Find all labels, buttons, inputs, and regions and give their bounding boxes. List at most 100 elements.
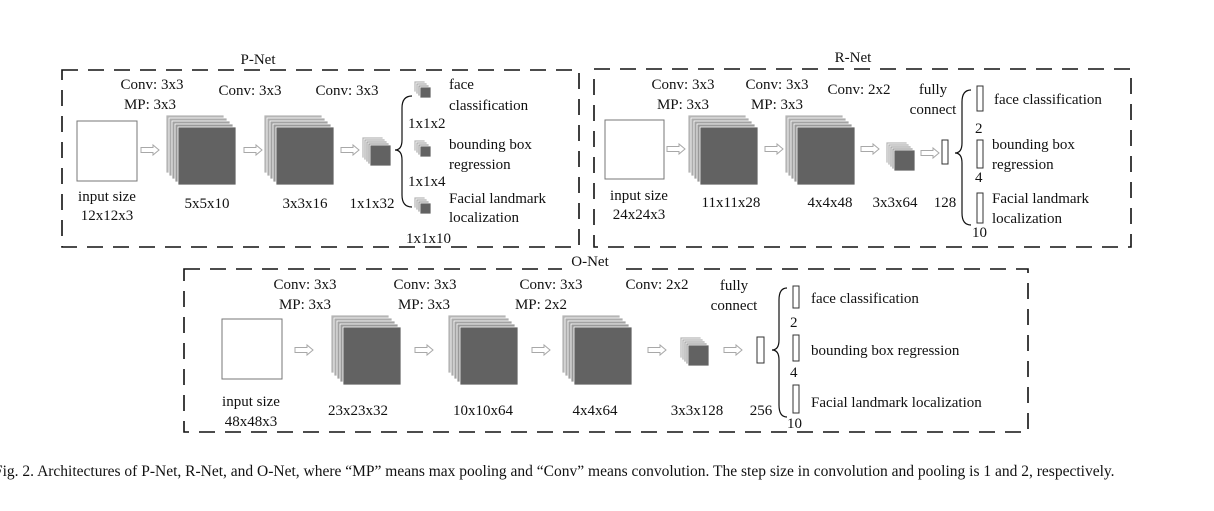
pnet-title: P-Net	[241, 52, 277, 68]
rnet-arrow-3	[860, 142, 880, 156]
onet-face-vector	[792, 285, 800, 309]
flow-arrow-shape	[340, 143, 360, 157]
pnet-face-map	[413, 80, 432, 99]
rnet-arrow-4	[920, 146, 940, 160]
rnet-input-label: input size	[610, 188, 668, 204]
rnet-face-label: face classification	[994, 92, 1102, 108]
rnet-fc-label-2: connect	[910, 102, 957, 118]
rnet-fc-dim: 128	[934, 195, 957, 211]
onet-arrow-2	[414, 343, 434, 357]
onet-bbox-dim: 4	[790, 365, 798, 381]
flow-arrow-shape	[140, 143, 160, 157]
rnet-stage2-out: 4x4x48	[808, 195, 853, 211]
rnet-panel: R-Net input size 24x24x3 Conv: 3x3 MP: 3…	[593, 48, 1132, 248]
flow-arrow-shape	[294, 343, 314, 357]
onet-title: O-Net	[571, 254, 609, 270]
rnet-bbox-vector	[976, 139, 984, 169]
onet-feature-map-3	[561, 314, 633, 386]
rnet-landmark-label-2: localization	[992, 211, 1062, 227]
onet-stage2-op1: Conv: 3x3	[394, 277, 457, 293]
feature-map-layer	[419, 202, 432, 215]
pnet-stage1-out: 5x5x10	[185, 196, 230, 212]
rnet-feature-map-3	[885, 141, 916, 172]
feature-map-layer	[687, 344, 710, 367]
rnet-dashed-border	[593, 68, 1132, 248]
onet-fc-vector	[756, 336, 765, 364]
rnet-face-vector	[976, 85, 984, 112]
pnet-bbox-dim: 1x1x4	[408, 174, 446, 190]
pnet-landmark-dim: 1x1x10	[406, 231, 451, 247]
feature-map-layer	[177, 126, 237, 186]
pnet-stage2-out: 3x3x16	[283, 196, 329, 212]
pnet-landmark-label-1: Facial landmark	[449, 191, 547, 207]
rnet-landmark-vector	[976, 192, 984, 224]
feature-map-layer	[459, 326, 519, 386]
rnet-face-dim: 2	[975, 121, 983, 137]
onet-feature-map-2	[447, 314, 519, 386]
rnet-bbox-label-1: bounding box	[992, 137, 1075, 153]
pnet-face-dim: 1x1x2	[408, 116, 446, 132]
feature-map-layer	[419, 145, 432, 158]
onet-panel: O-Net input size 48x48x3 Conv: 3x3 MP: 3…	[183, 251, 1029, 433]
feature-map-layer	[573, 326, 633, 386]
flow-arrow-shape	[531, 343, 551, 357]
pnet-arrow-1	[140, 143, 160, 157]
onet-bbox-label: bounding box regression	[811, 343, 960, 359]
pnet-stage1-op1: Conv: 3x3	[121, 77, 184, 93]
onet-fc-dim: 256	[750, 403, 773, 419]
flow-arrow-shape	[666, 142, 686, 156]
feature-map-layer	[419, 86, 432, 99]
onet-arrow-4	[647, 343, 667, 357]
pnet-stage3-op: Conv: 3x3	[316, 83, 379, 99]
onet-fc-label-2: connect	[711, 298, 758, 314]
onet-arrow-3	[531, 343, 551, 357]
feature-map-layer	[369, 144, 392, 167]
onet-landmark-dim: 10	[787, 416, 802, 432]
rnet-stage2-op2: MP: 3x3	[751, 97, 803, 113]
pnet-landmark-label-2: localization	[449, 210, 519, 226]
flow-arrow-shape	[243, 143, 263, 157]
onet-landmark-vector	[792, 384, 800, 414]
pnet-input-label: input size	[78, 189, 136, 205]
rnet-stage1-out: 11x11x28	[702, 195, 761, 211]
rnet-stage3-out: 3x3x64	[873, 195, 919, 211]
onet-face-dim: 2	[790, 315, 798, 331]
feature-map-layer	[796, 126, 856, 186]
onet-feature-map-4	[679, 336, 710, 367]
pnet-output-brace	[394, 95, 413, 208]
rnet-input-box	[604, 119, 665, 180]
pnet-stage1-op2: MP: 3x3	[124, 97, 176, 113]
rnet-input-size: 24x24x3	[613, 207, 666, 223]
feature-map-layer	[342, 326, 402, 386]
pnet-feature-map-2	[263, 114, 335, 186]
onet-stage2-op2: MP: 3x3	[398, 297, 450, 313]
pnet-landmark-map	[413, 196, 432, 215]
pnet-face-label-2: classification	[449, 98, 529, 114]
flow-arrow-shape	[860, 142, 880, 156]
onet-arrow-5	[723, 343, 743, 357]
rnet-stage1-op2: MP: 3x3	[657, 97, 709, 113]
flow-arrow-shape	[414, 343, 434, 357]
rnet-stage3-op: Conv: 2x2	[828, 82, 891, 98]
feature-map-layer	[275, 126, 335, 186]
rnet-arrow-1	[666, 142, 686, 156]
onet-stage4-out: 3x3x128	[671, 403, 724, 419]
onet-landmark-label: Facial landmark localization	[811, 395, 982, 411]
rnet-fc-vector	[941, 139, 949, 165]
rnet-output-brace	[954, 89, 972, 226]
pnet-panel: P-Net input size 12x12x3 Conv: 3x3 MP: 3…	[61, 49, 580, 248]
onet-input-box	[221, 318, 283, 380]
feature-map-layer	[893, 149, 916, 172]
pnet-face-label-1: face	[449, 77, 474, 93]
pnet-stage3-out: 1x1x32	[350, 196, 395, 212]
onet-input-size: 48x48x3	[225, 414, 278, 430]
pnet-stage2-op: Conv: 3x3	[219, 83, 282, 99]
pnet-bbox-label-2: regression	[449, 157, 511, 173]
onet-face-label: face classification	[811, 291, 919, 307]
pnet-dashed-border	[61, 69, 580, 248]
pnet-arrow-2	[243, 143, 263, 157]
onet-stage1-op1: Conv: 3x3	[274, 277, 337, 293]
rnet-arrow-2	[764, 142, 784, 156]
rnet-feature-map-1	[687, 114, 759, 186]
pnet-bbox-label-1: bounding box	[449, 137, 532, 153]
